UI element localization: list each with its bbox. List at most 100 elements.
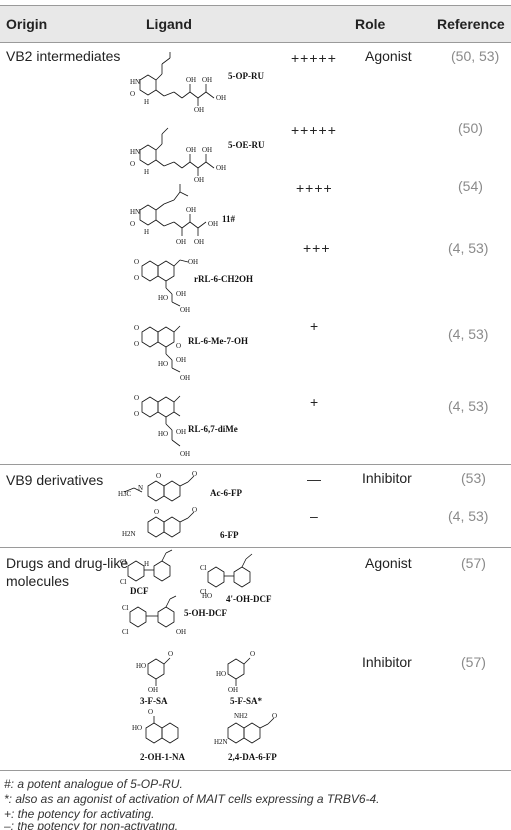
svg-text:NH2: NH2 — [234, 712, 248, 720]
reference-dcf: (57) — [461, 555, 486, 571]
svg-text:O: O — [130, 220, 135, 228]
label-2-oh-1-na: 2-OH-1-NA — [140, 752, 185, 762]
header-reference: Reference — [437, 16, 505, 32]
footnote-2: *: also as an agonist of activation of M… — [4, 792, 380, 806]
svg-text:O: O — [134, 340, 139, 348]
svg-text:OH: OH — [186, 76, 196, 84]
svg-text:OH: OH — [208, 220, 218, 228]
svg-text:HN: HN — [130, 208, 140, 216]
structure-ac-6-fp: H3C N O O Ac-6-FP — [118, 470, 242, 502]
svg-text:O: O — [154, 508, 159, 516]
svg-text:O: O — [272, 712, 277, 720]
svg-text:OH: OH — [180, 374, 190, 382]
svg-text:Cl: Cl — [200, 588, 207, 596]
label-6-fp: 6-FP — [220, 530, 239, 540]
label-5-oe-ru: 5-OE-RU — [228, 140, 265, 150]
role-inhibitor-vb9: Inhibitor — [362, 470, 412, 486]
reference-rl-6-me-7-oh: (4, 53) — [448, 326, 489, 342]
svg-text:O: O — [130, 160, 135, 168]
reference-rl-6-7-dime: (4, 53) — [448, 398, 489, 414]
label-5-op-ru: 5-OP-RU — [228, 71, 264, 81]
origin-drugs-line1: Drugs and drug-like — [6, 555, 129, 571]
reference-6-fp: (4, 53) — [448, 508, 489, 524]
potency-rl-6-me-7-oh: + — [310, 318, 319, 334]
reference-ac-6-fp: (53) — [461, 470, 486, 486]
svg-text:OH: OH — [180, 306, 190, 314]
label-rl-6-me-7-oh: RL-6-Me-7-OH — [188, 336, 248, 346]
header-ligand: Ligand — [146, 16, 192, 32]
svg-text:Cl: Cl — [200, 564, 207, 572]
svg-text:HO: HO — [158, 360, 168, 368]
svg-text:OH: OH — [180, 450, 190, 458]
potency-rl-6-7-dime: + — [310, 394, 319, 410]
svg-text:OH: OH — [176, 428, 186, 436]
top-rule — [0, 5, 511, 6]
svg-text:OH: OH — [176, 290, 186, 298]
svg-text:O: O — [134, 324, 139, 332]
footnote-1: #: a potent analogue of 5-OP-RU. — [4, 777, 183, 791]
svg-text:HO: HO — [202, 592, 212, 600]
header-rule — [0, 42, 511, 43]
label-5-f-sa: 5-F-SA* — [230, 696, 262, 706]
svg-text:OH: OH — [176, 238, 186, 244]
svg-text:OH: OH — [186, 146, 196, 154]
svg-text:OH: OH — [216, 94, 226, 102]
svg-text:N: N — [138, 484, 143, 492]
svg-text:O: O — [168, 650, 173, 658]
svg-text:OH: OH — [202, 76, 212, 84]
label-5-oh-dcf: 5-OH-DCF — [184, 608, 227, 618]
potency-6-fp: – — [310, 508, 318, 524]
reference-5-op-ru: (50, 53) — [451, 48, 500, 64]
svg-text:O: O — [176, 342, 181, 350]
role-agonist-drugs: Agonist — [365, 555, 412, 571]
svg-text:O: O — [134, 410, 139, 418]
origin-vb2: VB2 intermediates — [6, 48, 121, 64]
role-inhibitor-drugs: Inhibitor — [362, 654, 412, 670]
svg-text:OH: OH — [202, 146, 212, 154]
label-rrl-6-ch2oh: rRL-6-CH2OH — [194, 274, 253, 284]
svg-text:O: O — [192, 470, 197, 478]
reference-11: (54) — [458, 178, 483, 194]
table-header: Origin Ligand Role Reference — [0, 6, 511, 42]
svg-text:OH: OH — [186, 206, 196, 214]
bottom-rule — [0, 770, 511, 771]
origin-drugs-line2: molecules — [6, 573, 70, 589]
reference-rrl-6-ch2oh: (4, 53) — [448, 240, 489, 256]
svg-text:HN: HN — [130, 78, 140, 86]
label-rl-6-7-dime: RL-6,7-diMe — [188, 424, 238, 434]
reference-5-oe-ru: (50) — [458, 120, 483, 136]
footnote-3: +: the potency for activating. — [4, 807, 155, 821]
svg-text:Cl: Cl — [122, 628, 129, 636]
label-3-f-sa: 3-F-SA — [140, 696, 168, 706]
potency-rrl-6-ch2oh: +++ — [303, 240, 331, 256]
structure-rl-6-7-dime: OO HO OH OH RL-6,7-diMe — [134, 394, 238, 458]
reference-sa-group: (57) — [461, 654, 486, 670]
svg-text:Cl: Cl — [120, 578, 127, 586]
label-ac-6-fp: Ac-6-FP — [210, 488, 242, 498]
potency-11: ++++ — [296, 180, 333, 196]
svg-text:OH: OH — [176, 356, 186, 364]
group-rule-2 — [0, 547, 511, 548]
svg-text:HO: HO — [158, 294, 168, 302]
svg-text:H: H — [144, 560, 149, 568]
svg-text:O: O — [134, 274, 139, 282]
label-4-oh-dcf: 4'-OH-DCF — [226, 594, 272, 604]
header-role: Role — [355, 16, 386, 32]
svg-text:OH: OH — [176, 628, 186, 636]
svg-text:OH: OH — [228, 686, 238, 694]
structure-6-fp: H2N O O 6-FP — [122, 506, 239, 540]
label-11: 11# — [222, 214, 236, 224]
structure-sa-group: HO O OH 3-F-SA HO O OH 5-F-SA* HO O 2-OH-1-NA… — [132, 650, 277, 762]
svg-text:HN: HN — [130, 148, 140, 156]
svg-text:HO: HO — [132, 724, 142, 732]
svg-text:O: O — [156, 472, 161, 480]
potency-5-oe-ru: +++++ — [291, 122, 337, 138]
svg-text:OH: OH — [194, 176, 204, 182]
svg-text:Cl: Cl — [122, 604, 129, 612]
svg-text:HO: HO — [158, 430, 168, 438]
svg-text:Cl: Cl — [120, 558, 127, 566]
